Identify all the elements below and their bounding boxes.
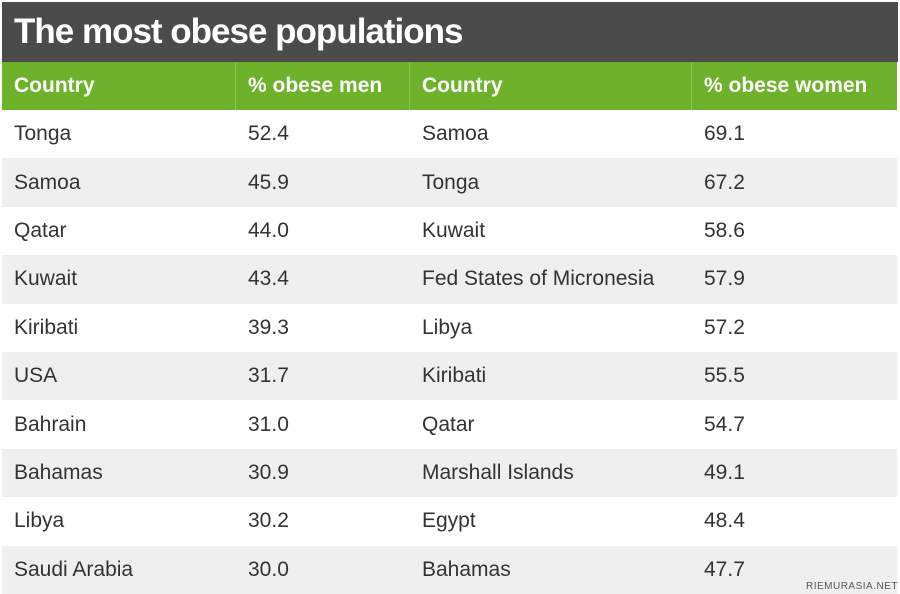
table-cell: Qatar	[14, 218, 67, 242]
watermark: RIEMURASIA.NET	[805, 581, 898, 592]
table-cell: Qatar	[422, 412, 475, 436]
table-cell: Kuwait	[422, 218, 486, 242]
table-cell: Samoa	[14, 170, 81, 194]
table-row: Kiribati 39.3 Libya 57.2	[2, 304, 897, 352]
table-cell: 49.1	[704, 460, 745, 484]
table-cell: 47.7	[704, 557, 745, 581]
header-cell: Country	[410, 62, 692, 110]
table-cell: Kiribati	[14, 315, 79, 339]
table-cell: Tonga	[14, 122, 72, 146]
table-cell: Bahamas	[14, 460, 103, 484]
table-row: Tonga 52.4 Samoa 69.1	[2, 110, 897, 158]
table-cell: Samoa	[422, 122, 489, 146]
table-row: Samoa 45.9 Tonga 67.2	[2, 158, 897, 207]
table-cell: Egypt	[422, 509, 476, 533]
table-cell: 48.4	[704, 509, 745, 533]
table-cell: 69.1	[704, 122, 745, 146]
table-row: Bahrain 31.0 Qatar 54.7	[2, 400, 897, 448]
table-cell: 52.4	[248, 122, 289, 146]
table-cell: Tonga	[422, 170, 480, 194]
table-cell: Fed States of Micronesia	[422, 267, 655, 291]
table-cell: 58.6	[704, 218, 745, 242]
table-cell: 57.2	[704, 315, 745, 339]
table-cell: 54.7	[704, 412, 745, 436]
table-row: Libya 30.2 Egypt 48.4	[2, 497, 897, 545]
table-cell: 57.9	[704, 267, 745, 291]
header-cell: % obese women	[704, 74, 868, 97]
table-cell: 30.0	[248, 557, 289, 581]
table-cell: 31.7	[248, 364, 289, 388]
table-cell: 39.3	[248, 315, 289, 339]
table-cell: 45.9	[248, 170, 289, 194]
title: The most obese populations	[2, 2, 898, 62]
table-cell: 43.4	[248, 267, 289, 291]
table-cell: Libya	[14, 509, 65, 533]
table-cell: Saudi Arabia	[14, 557, 134, 581]
header-cell: % obese men	[236, 62, 410, 110]
table-cell: USA	[14, 364, 58, 388]
table-cell: 30.2	[248, 509, 289, 533]
table-cell: 30.9	[248, 460, 289, 484]
table-cell: 55.5	[704, 364, 745, 388]
table-row: USA 31.7 Kiribati 55.5	[2, 351, 897, 401]
table-cell: Kiribati	[422, 364, 487, 388]
table-cell: Bahrain	[14, 412, 87, 436]
table: Country% obese men Country % obese women To…	[2, 62, 897, 594]
table-cell: Libya	[422, 315, 473, 339]
header-row: Country% obese men Country % obese women	[2, 62, 897, 110]
table-row: Bahamas 30.9 Marshall Islands 49.1	[2, 448, 897, 498]
table-row: Qatar 44.0 Kuwait 58.6	[2, 207, 897, 255]
table-cell: 44.0	[248, 218, 289, 242]
table-cell: Kuwait	[14, 267, 78, 291]
table-row: Saudi Arabia 30.0 Bahamas 47.7	[2, 545, 897, 594]
table-cell: 31.0	[248, 412, 289, 436]
header-cell: Country	[2, 62, 236, 110]
table-cell: 67.2	[704, 170, 745, 194]
table-cell: Marshall Islands	[422, 460, 574, 484]
table-cell: Bahamas	[422, 557, 511, 581]
table-row: Kuwait 43.4 Fed States of Micronesia 57.9	[2, 255, 897, 304]
